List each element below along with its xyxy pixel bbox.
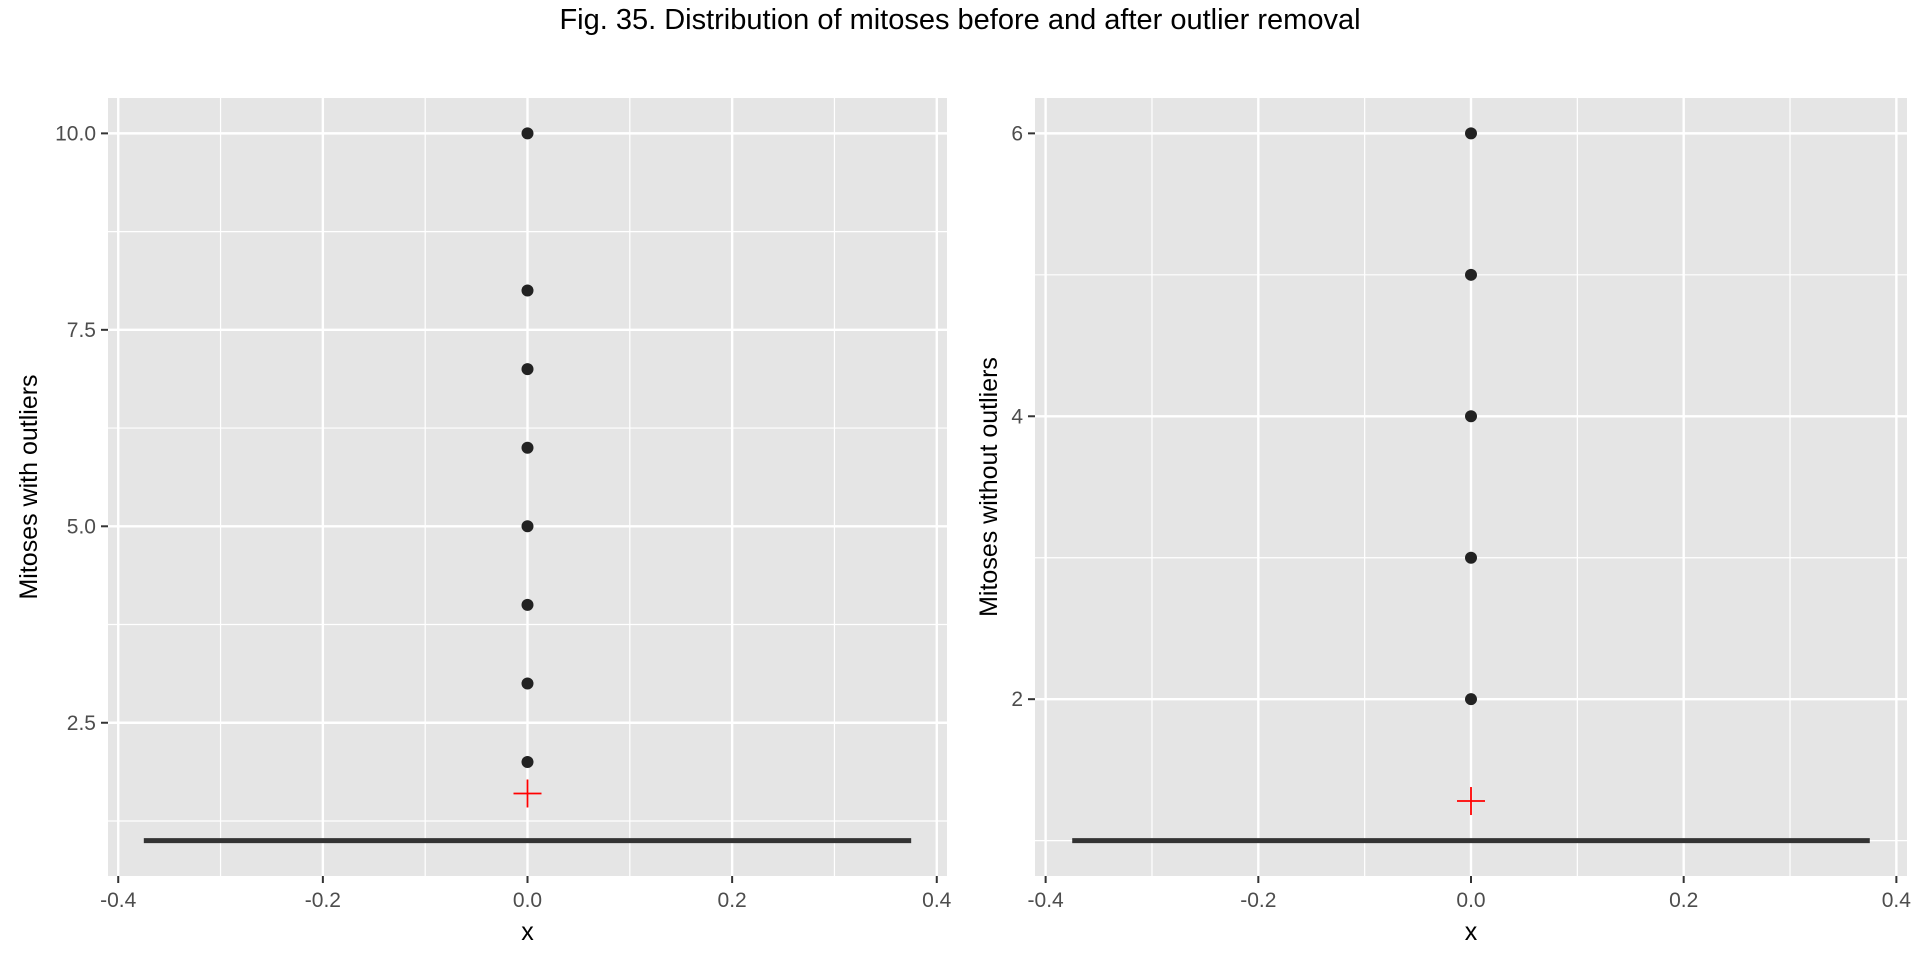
y-axis-label: Mitoses without outliers [975, 357, 1003, 617]
x-axis-label: x [1465, 918, 1478, 946]
x-tick-label: 0.2 [718, 889, 747, 912]
y-tick-label: 2.5 [67, 712, 96, 735]
mean-marker-cross [1457, 787, 1485, 816]
figure-title: Fig. 35. Distribution of mitoses before … [559, 4, 1361, 36]
data-point [521, 441, 534, 454]
data-point [1465, 268, 1477, 281]
data-point [1465, 693, 1477, 706]
y-tick-label: 2 [1011, 688, 1023, 711]
x-tick-label: 0.4 [922, 889, 952, 912]
y-tick-label: 5.0 [67, 515, 96, 538]
y-tick-label: 4 [1011, 405, 1023, 428]
y-tick-label: 7.5 [67, 319, 96, 342]
data-point [521, 520, 534, 533]
x-tick-label: 0.2 [1669, 889, 1698, 912]
x-tick-label: 0.0 [1456, 889, 1485, 912]
data-point [1465, 551, 1477, 564]
chart-panel-1: -0.4 -0.2 0.0 0.2 0.4 2.5 5.0 7.5 10.0 x Mitoses w… [15, 98, 952, 946]
y-tick-label: 6 [1011, 122, 1023, 145]
x-tick-label: 0.0 [513, 889, 542, 912]
mean-marker-cross [513, 779, 542, 808]
x-tick-label: -0.2 [305, 889, 341, 912]
data-point [1465, 410, 1477, 423]
data-point [1465, 127, 1477, 140]
data-point [521, 284, 534, 297]
data-point [521, 677, 534, 690]
data-point [521, 598, 534, 611]
x-axis-label: x [521, 918, 534, 946]
x-tick-label: -0.4 [1028, 889, 1065, 912]
chart-panel-2: -0.4 -0.2 0.0 0.2 0.4 2 4 6 x Mitoses without out… [975, 98, 1911, 946]
x-tick-label: -0.4 [100, 889, 137, 912]
y-tick-label: 10.0 [55, 122, 96, 145]
data-point [521, 756, 534, 769]
data-point [521, 127, 534, 140]
data-point [521, 363, 534, 376]
y-axis-label: Mitoses with outliers [15, 374, 43, 599]
x-tick-label: -0.2 [1240, 889, 1276, 912]
x-tick-label: 0.4 [1882, 889, 1912, 912]
